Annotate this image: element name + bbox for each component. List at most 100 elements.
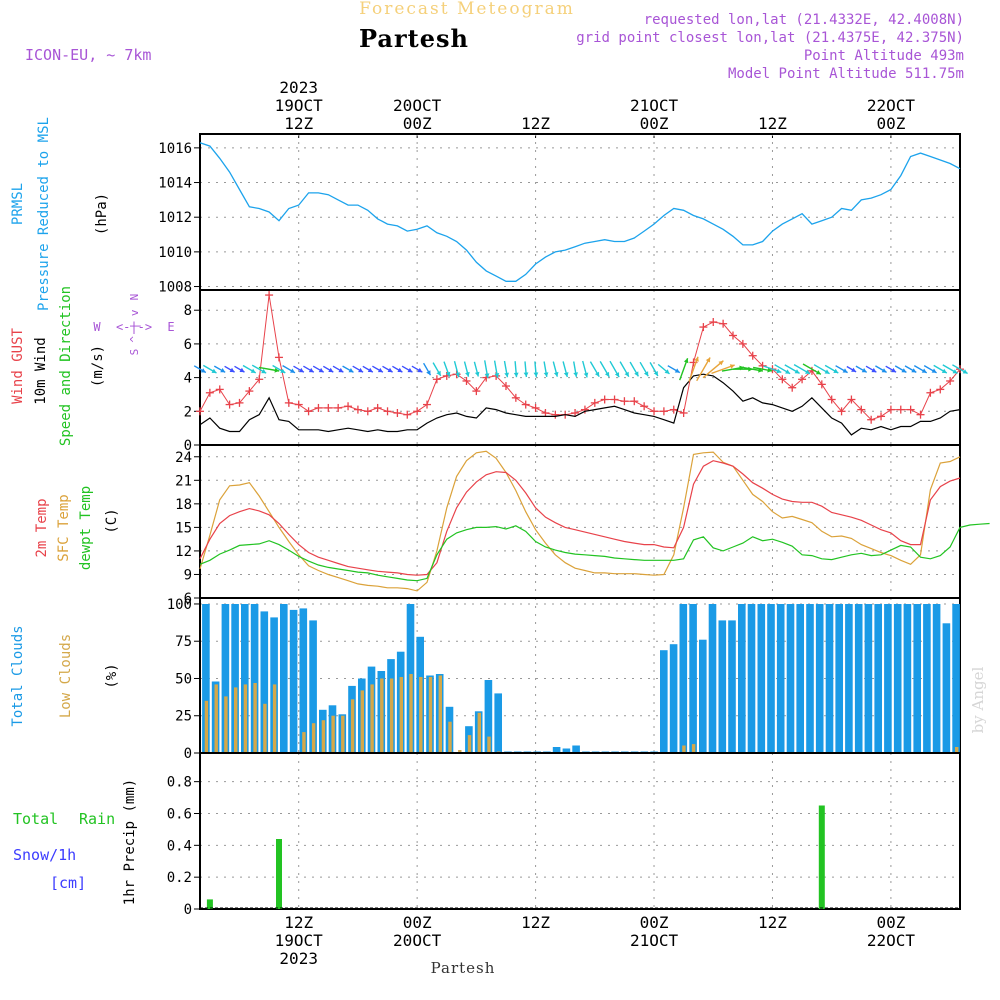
wind-arrow-shaft-50 <box>688 356 699 382</box>
low-cloud-bar-21 <box>409 674 413 753</box>
top-label-3-1: 00Z <box>640 114 669 133</box>
low-cloud-bar-17 <box>370 684 374 753</box>
precip-bars <box>206 805 825 909</box>
wind-arrow-head-70 <box>891 367 897 373</box>
gust-marker-13 <box>324 403 333 412</box>
wind-arrow-42 <box>609 360 620 378</box>
wind-arrow-45 <box>639 361 649 377</box>
compass-we-arrow: <-|-> <box>116 320 152 334</box>
wind-arrow-60 <box>784 364 800 375</box>
wind-ytick-label-3: 6 <box>184 337 192 353</box>
wind-arrow-head-14 <box>338 367 344 373</box>
total-cloud-bar-0 <box>202 604 210 753</box>
total-cloud-bar-48 <box>669 644 678 753</box>
temperature-frame <box>199 444 961 599</box>
wind-arrow-head-42 <box>614 372 620 378</box>
total-cloud-bar-52 <box>708 604 717 753</box>
wind-arrow-64 <box>824 364 839 374</box>
wind-arrow-head-52 <box>718 360 724 366</box>
wind-arrow-22 <box>411 365 423 373</box>
bottom-label-5-1: 22OCT <box>867 931 916 950</box>
total-cloud-bar-60 <box>786 604 795 753</box>
gust-marker-41 <box>600 395 609 404</box>
wind-arrow-51 <box>696 357 711 382</box>
gust-marker-70 <box>886 405 895 414</box>
legend-snow-unit: [cm] <box>50 874 86 892</box>
temperature-ytick-label-1: 9 <box>184 567 192 583</box>
wind-arrow-head-63 <box>824 369 830 374</box>
low-clouds-label: Low Clouds <box>58 634 74 718</box>
low-cloud-bar-28 <box>477 712 481 753</box>
wind-arrow-63 <box>813 364 830 375</box>
gust-marker-20 <box>393 408 402 417</box>
wind-arrow-head-40 <box>594 371 600 377</box>
top-label-5-0: 22OCT <box>867 96 916 115</box>
wind-arrow-25 <box>443 361 451 377</box>
pressure-panel: PRMSL Pressure Reduced to MSL (hPa) 1008… <box>10 117 961 311</box>
wind-arrow-head-69 <box>881 368 887 373</box>
pressure-ytick-label-0: 1008 <box>158 280 192 296</box>
gust-marker-8 <box>274 353 283 362</box>
low-cloud-bar-18 <box>380 678 384 753</box>
wind-arrow-6 <box>251 364 267 374</box>
gust-marker-22 <box>413 407 422 416</box>
compass-ns-arrow: ^ | v <box>128 309 141 342</box>
top-label-2-0: 12Z <box>521 114 550 133</box>
wind-arrow-head-60 <box>794 369 800 374</box>
wind-arrow-head-61 <box>805 369 810 374</box>
total-cloud-bar-3 <box>231 604 239 753</box>
gust-marker-43 <box>620 397 629 406</box>
gust-marker-66 <box>847 395 856 404</box>
top-label-1-0: 20OCT <box>393 96 442 115</box>
low-cloud-bar-11 <box>311 723 316 753</box>
wind-arrow-head-73 <box>921 368 927 373</box>
gust-marker-59 <box>778 375 787 384</box>
wind-arrow-76 <box>942 364 958 375</box>
low-cloud-bar-0 <box>204 700 209 753</box>
gust-marker-18 <box>373 403 382 412</box>
top-label-4-0: 12Z <box>758 114 787 133</box>
wind-arrow-40 <box>589 361 600 378</box>
clouds-unit: (%) <box>104 663 120 688</box>
gust-marker-21 <box>403 410 412 419</box>
wind-arrow-head-3 <box>229 367 235 373</box>
low-cloud-bar-1 <box>214 684 218 753</box>
t2m-label: 2m Temp <box>34 498 50 557</box>
wind-arrow-head-1 <box>211 368 217 373</box>
total-cloud-bar-64 <box>825 604 834 753</box>
gust-marker-53 <box>719 319 728 328</box>
wind-arrow-62 <box>802 363 822 375</box>
compass-west: W <box>93 320 101 334</box>
precip-ylabel: 1hr Precip (mm) <box>122 779 138 905</box>
low-cloud-bar-29 <box>487 736 491 753</box>
wind-ytick-label-2: 4 <box>184 371 192 387</box>
legend-snow: Snow/1h <box>13 846 76 864</box>
wind-arrow-head-46 <box>653 371 658 376</box>
total-cloud-bar-5 <box>250 604 259 753</box>
wind-arrow-50 <box>688 356 699 382</box>
total-cloud-bar-74 <box>923 604 931 753</box>
total-clouds-label: Total Clouds <box>10 625 26 726</box>
tsfc-label: SFC Temp <box>56 494 72 561</box>
wind-arrow-18 <box>372 365 384 373</box>
wind-arrow-58 <box>763 365 782 374</box>
total-cloud-bar-2 <box>221 604 230 753</box>
low-cloud-bar-50 <box>691 744 696 753</box>
wind-arrow-head-51 <box>705 357 711 363</box>
low-cloud-bar-22 <box>419 677 423 753</box>
wind-arrow-48 <box>667 365 681 374</box>
gust-label: Wind GUST <box>10 328 26 404</box>
total-cloud-bar-62 <box>806 604 814 753</box>
total-cloud-bar-53 <box>718 620 727 753</box>
wind-arrow-14 <box>332 365 344 373</box>
low-cloud-bar-7 <box>272 684 277 753</box>
precip-ytick-label-2: 0.4 <box>167 838 192 854</box>
gust-marker-5 <box>245 387 254 396</box>
dewpt-label: dewpt Temp <box>78 486 94 570</box>
wind-arrow-head-11 <box>308 367 314 373</box>
low-cloud-bar-25 <box>448 721 452 753</box>
total-cloud-bar-68 <box>864 604 873 753</box>
total-cloud-bar-77 <box>952 604 960 753</box>
gust-marker-67 <box>857 405 866 414</box>
top-label-5-1: 00Z <box>876 114 905 133</box>
